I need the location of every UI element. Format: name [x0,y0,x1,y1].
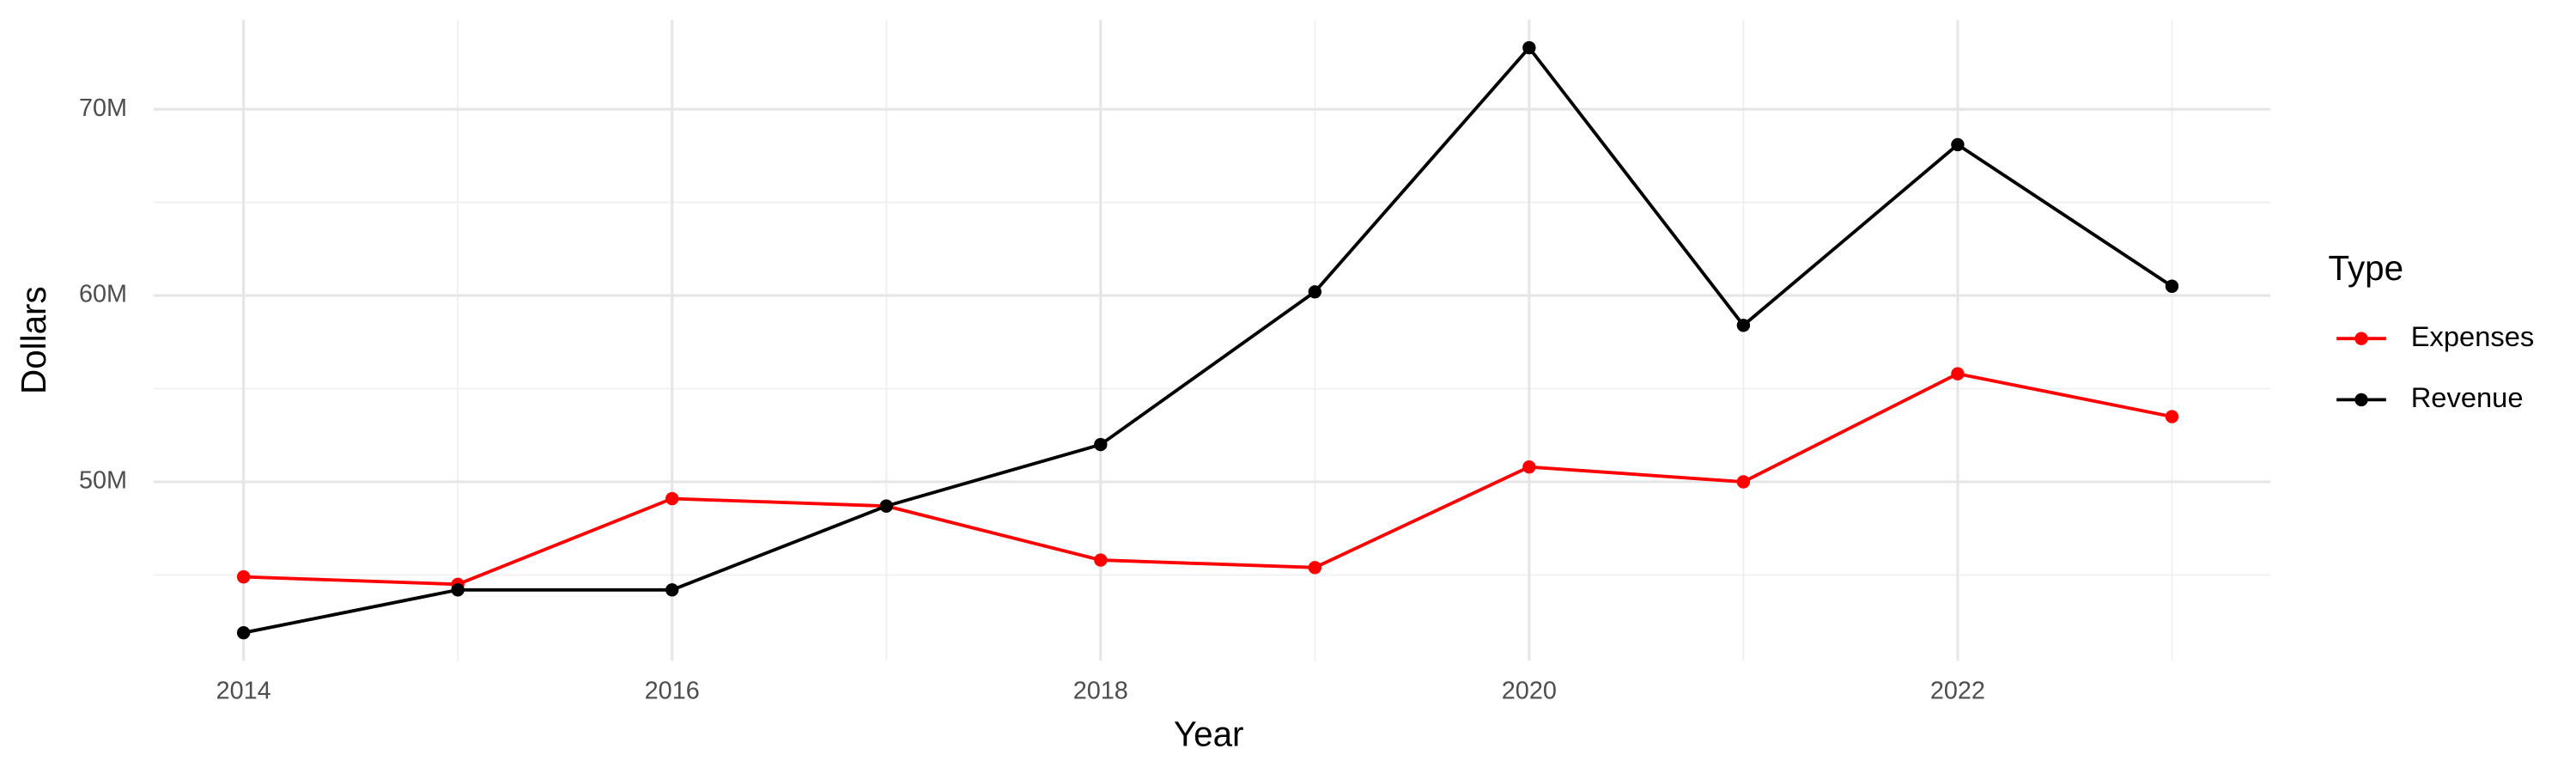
x-tick-label: 2022 [1930,677,1985,704]
x-axis-title: Year [1174,714,1244,753]
legend-title: Type [2329,248,2404,288]
x-tick-label: 2016 [645,677,700,704]
y-tick-label: 50M [79,467,127,495]
series-line [243,45,2173,635]
y-tick-label: 70M [79,94,127,122]
data-point [1308,285,1322,299]
data-point [1094,437,1108,452]
data-point [1308,561,1322,575]
data-point [1736,475,1751,489]
x-tick-label: 2020 [1502,677,1557,704]
data-point [1951,137,1965,152]
data-point [2165,410,2179,423]
data-point [665,491,679,506]
data-point [1522,40,1536,55]
data-point [236,569,251,584]
series-line [243,372,2172,587]
data-point [2165,279,2179,293]
data-point [236,626,251,640]
x-tick-label: 2018 [1073,677,1128,704]
data-point [1736,319,1751,332]
y-tick-label: 60M [79,281,127,308]
data-point [1951,367,1965,380]
data-point [451,583,465,597]
data-point [1094,553,1108,567]
y-axis-title: Dollars [14,286,53,394]
data-point [879,499,893,513]
data-point [1522,460,1536,474]
x-tick-label: 2014 [216,677,271,704]
legend-key-point [2354,332,2368,345]
legend-label: Expenses [2411,320,2535,352]
legend-key-point [2354,393,2368,407]
data-point [665,583,679,597]
legend-label: Revenue [2411,381,2524,413]
